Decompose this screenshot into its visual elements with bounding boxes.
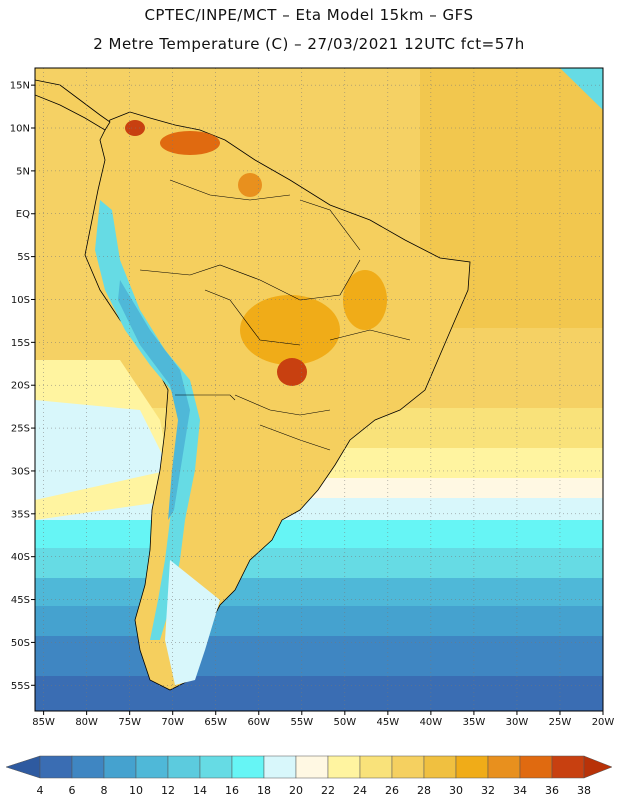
patagonia-cool [165, 560, 220, 685]
colorbar-label: 16 [225, 784, 239, 797]
colorbar-label: 8 [101, 784, 108, 797]
caribbean-cool [560, 68, 603, 110]
lon-tick-label: 30W [506, 717, 529, 728]
colorbar-segment [359, 755, 393, 779]
lat-tick-label: 40S [11, 552, 30, 563]
lat-tick-label: 5N [16, 166, 30, 177]
lon-tick-label: 60W [247, 717, 270, 728]
lon-tick-label: 50W [334, 717, 357, 728]
andes-cold [95, 200, 200, 640]
lat-tick-label: 35S [11, 509, 30, 520]
colorbar-segment [199, 755, 233, 779]
lat-tick-label: 50S [11, 638, 30, 649]
lat-tick-label: 10S [11, 295, 30, 306]
lat-tick-label: EQ [16, 209, 30, 220]
lat-tick-label: 20S [11, 381, 30, 392]
hot-mato-grosso [277, 358, 307, 386]
temperature-field [35, 68, 603, 711]
hot-venezuela [160, 131, 220, 155]
lon-tick-label: 40W [420, 717, 443, 728]
band-6 [35, 676, 603, 711]
colorbar-segment [391, 755, 425, 779]
lat-tick-label: 45S [11, 595, 30, 606]
colorbar-right-arrow [583, 755, 613, 779]
colorbar-label: 28 [417, 784, 431, 797]
colorbar-label: 38 [577, 784, 591, 797]
andes-core [118, 280, 190, 520]
colorbar-segment [231, 755, 265, 779]
lon-tick-label: 75W [118, 717, 141, 728]
colorbar-label: 10 [129, 784, 143, 797]
map-title-line2: 2 Metre Temperature (C) – 27/03/2021 12U… [93, 35, 525, 53]
hot-central-brazil [240, 295, 340, 365]
lon-tick-label: 85W [32, 717, 55, 728]
colorbar-label: 20 [289, 784, 303, 797]
colorbar-segment [423, 755, 457, 779]
colorbar-label: 18 [257, 784, 271, 797]
band-14 [35, 548, 603, 578]
lon-tick-label: 35W [463, 717, 486, 728]
colorbar-segment [487, 755, 521, 779]
colorbar-label: 14 [193, 784, 207, 797]
lon-tick-label: 65W [204, 717, 227, 728]
colorbar-segment [103, 755, 137, 779]
lon-tick-label: 20W [592, 717, 615, 728]
colorbar-segment [519, 755, 553, 779]
colorbar-label: 36 [545, 784, 559, 797]
colorbar-segment [327, 755, 361, 779]
hot-guyana [238, 173, 262, 197]
colorbar-label: 22 [321, 784, 335, 797]
colorbar-segment [551, 755, 585, 779]
band-8 [35, 636, 603, 676]
colorbar-segment [39, 755, 73, 779]
pacific-cold-tongue [35, 400, 170, 500]
colorbar-segment [295, 755, 329, 779]
map-frame [34, 67, 604, 712]
colorbar-segment [167, 755, 201, 779]
colorbar-label: 26 [385, 784, 399, 797]
colorbar-label: 32 [481, 784, 495, 797]
lat-tick-label: 25S [11, 424, 30, 435]
lat-tick-label: 10N [10, 124, 30, 135]
lon-tick-label: 80W [75, 717, 98, 728]
map-title-line1: CPTEC/INPE/MCT – Eta Model 15km – GFS [144, 6, 474, 24]
lon-tick-label: 25W [549, 717, 572, 728]
colorbar-segment [135, 755, 169, 779]
colorbar: 4 6 8 10 12 14 16 18 20 22 24 26 28 30 32 34 36 38 [5, 755, 613, 797]
axis-ticks: 15N 10N 5N EQ 5S 10S 15S 20S 25S 30S 35S 40S 45S 50S 5… [10, 81, 615, 728]
band-16 [35, 520, 603, 548]
lat-lon-grid [35, 68, 603, 711]
band-12 [35, 578, 603, 606]
lat-tick-label: 30S [11, 466, 30, 477]
central-america-land [35, 79, 111, 131]
band-10 [35, 606, 603, 636]
colorbar-left-arrow [5, 755, 41, 779]
colorbar-label: 6 [69, 784, 76, 797]
colorbar-label: 30 [449, 784, 463, 797]
colorbar-label: 4 [37, 784, 44, 797]
colorbar-label: 12 [161, 784, 175, 797]
lat-tick-label: 15S [11, 338, 30, 349]
colorbar-segment [71, 755, 105, 779]
lon-tick-label: 45W [377, 717, 400, 728]
colorbar-label: 24 [353, 784, 367, 797]
colorbar-label: 34 [513, 784, 527, 797]
country-borders [139, 179, 411, 451]
colorbar-segment [263, 755, 297, 779]
lon-tick-label: 55W [290, 717, 313, 728]
lon-tick-label: 70W [161, 717, 184, 728]
hot-bahia [343, 270, 387, 330]
lat-tick-label: 5S [17, 252, 30, 263]
colorbar-segment [455, 755, 489, 779]
lat-tick-label: 15N [10, 81, 30, 92]
lat-tick-label: 55S [11, 681, 30, 692]
